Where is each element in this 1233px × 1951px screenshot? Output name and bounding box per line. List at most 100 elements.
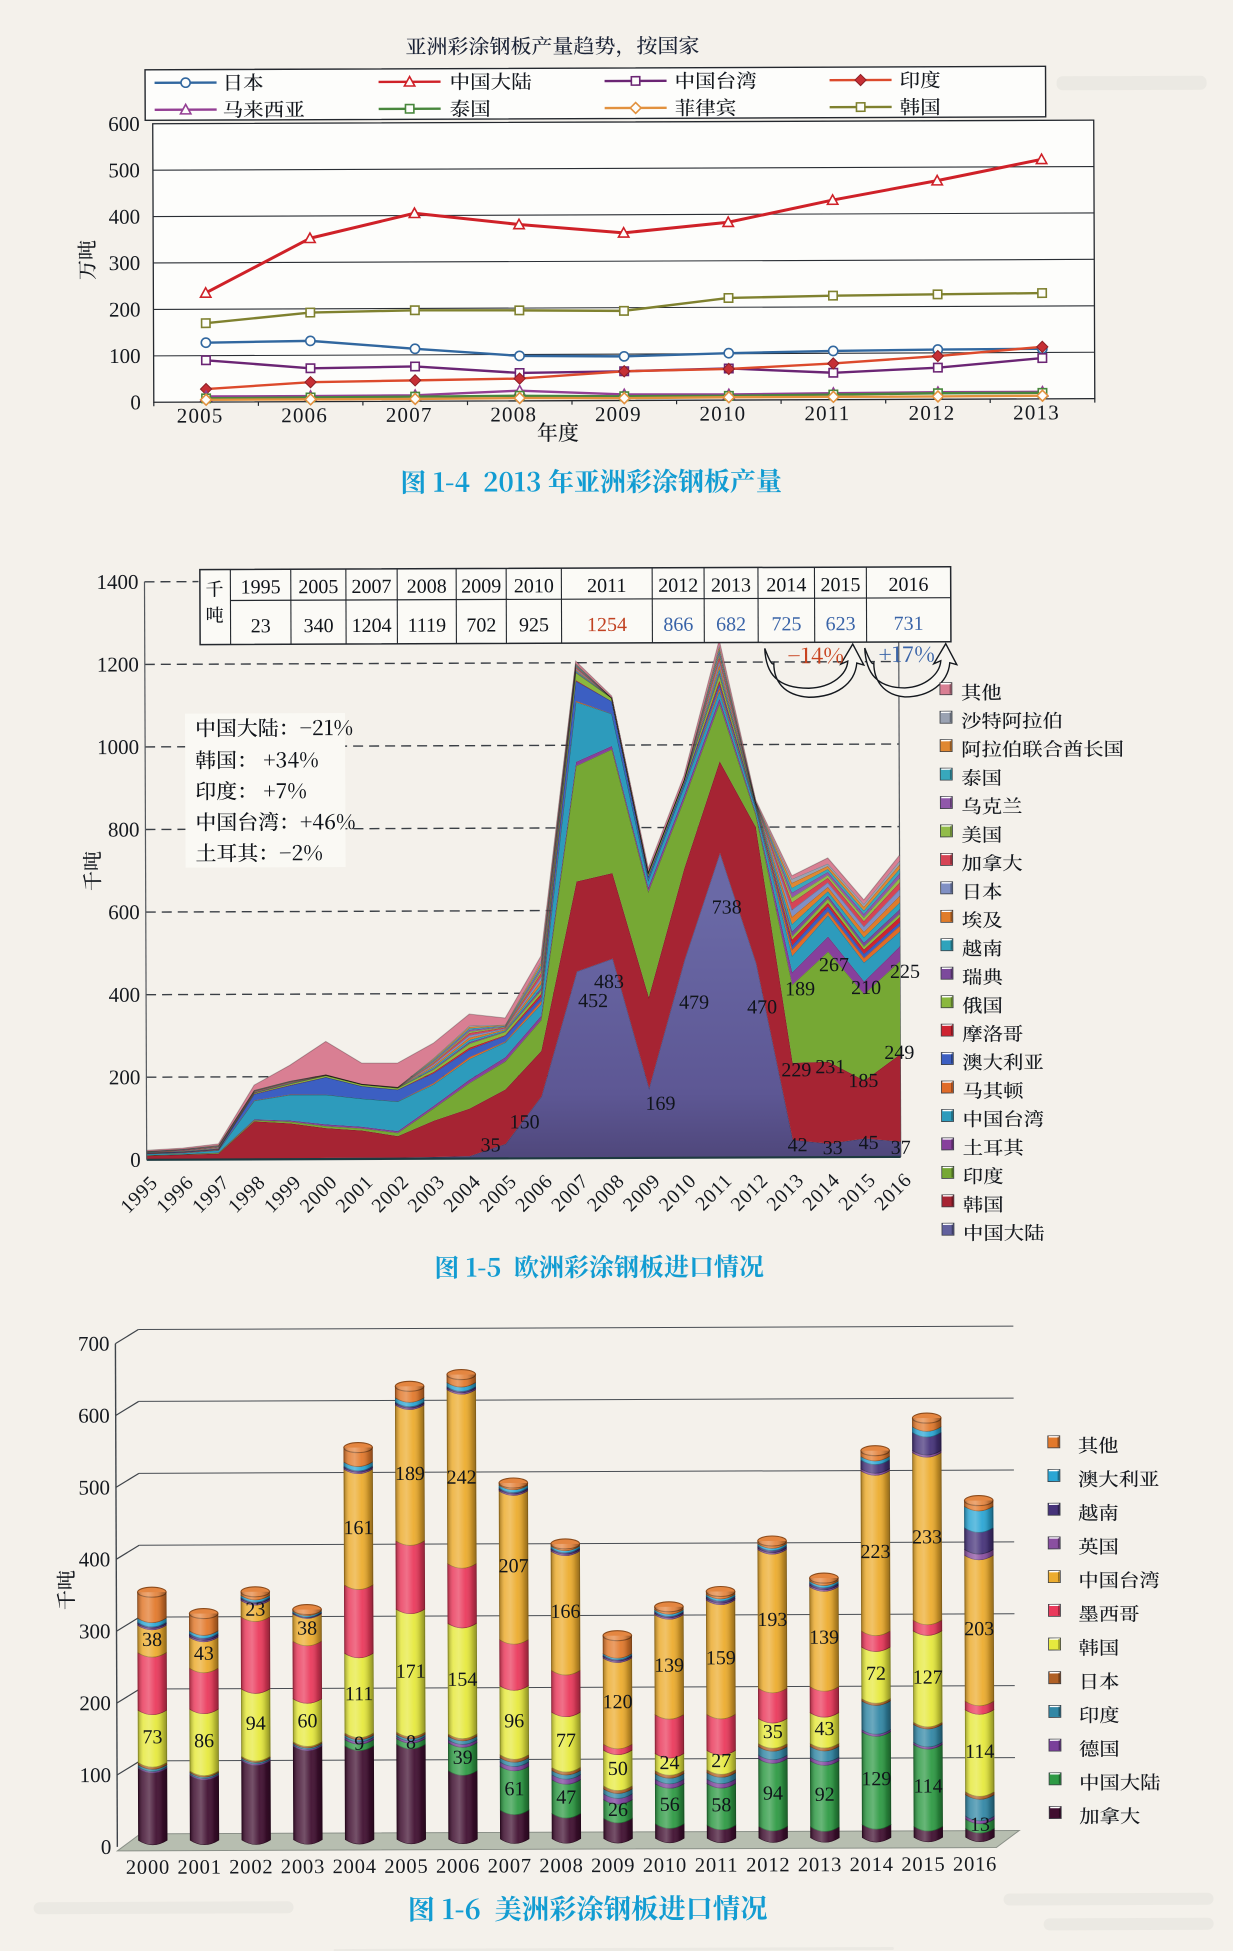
svg-text:2005: 2005 [298, 576, 338, 598]
svg-text:169: 169 [645, 1093, 675, 1115]
svg-text:300: 300 [79, 1619, 111, 1643]
svg-text:731: 731 [894, 613, 924, 635]
svg-text:50: 50 [608, 1758, 628, 1780]
svg-text:72: 72 [866, 1663, 886, 1685]
svg-text:33: 33 [823, 1137, 843, 1159]
svg-text:47: 47 [556, 1787, 576, 1809]
svg-text:1995: 1995 [116, 1172, 162, 1218]
svg-text:925: 925 [519, 614, 549, 636]
svg-text:800: 800 [108, 818, 140, 842]
svg-text:0: 0 [101, 1835, 112, 1859]
svg-text:2013: 2013 [1013, 400, 1060, 424]
svg-text:2013: 2013 [798, 1854, 842, 1876]
svg-text:2005: 2005 [384, 1856, 428, 1878]
svg-text:2011: 2011 [695, 1855, 739, 1877]
svg-text:150: 150 [510, 1111, 540, 1133]
svg-text:1000: 1000 [97, 735, 139, 759]
svg-text:2009: 2009 [461, 575, 501, 597]
svg-text:866: 866 [663, 614, 693, 636]
svg-text:9: 9 [354, 1733, 364, 1755]
svg-text:700: 700 [78, 1332, 110, 1356]
svg-text:2010: 2010 [643, 1855, 687, 1877]
svg-text:400: 400 [109, 983, 141, 1007]
svg-text:100: 100 [80, 1763, 112, 1787]
svg-text:77: 77 [556, 1730, 576, 1752]
svg-text:2009: 2009 [595, 402, 642, 426]
svg-text:127: 127 [913, 1667, 943, 1689]
svg-text:43: 43 [814, 1718, 834, 1740]
svg-text:35: 35 [763, 1721, 783, 1743]
svg-text:58: 58 [711, 1794, 731, 1816]
svg-text:2001: 2001 [177, 1857, 221, 1879]
svg-text:1400: 1400 [96, 570, 138, 594]
svg-text:2010: 2010 [699, 401, 746, 425]
svg-text:400: 400 [109, 205, 141, 229]
svg-text:267: 267 [819, 954, 849, 976]
svg-text:60: 60 [297, 1710, 317, 1732]
svg-text:35: 35 [481, 1134, 501, 1156]
svg-text:225: 225 [890, 961, 920, 983]
svg-text:56: 56 [660, 1794, 680, 1816]
svg-text:38: 38 [297, 1618, 317, 1640]
svg-text:2003: 2003 [281, 1856, 325, 1878]
svg-text:2012: 2012 [727, 1169, 773, 1215]
svg-text:2009: 2009 [619, 1170, 665, 1216]
svg-text:2008: 2008 [407, 576, 447, 598]
svg-text:229: 229 [781, 1059, 811, 1081]
svg-text:38: 38 [142, 1629, 162, 1651]
svg-text:2007: 2007 [351, 576, 391, 598]
svg-text:702: 702 [466, 614, 496, 636]
svg-text:1995: 1995 [241, 576, 281, 598]
svg-text:129: 129 [861, 1768, 891, 1790]
svg-text:2006: 2006 [281, 403, 328, 427]
svg-text:139: 139 [809, 1627, 839, 1649]
svg-text:2002: 2002 [229, 1856, 273, 1878]
svg-text:203: 203 [964, 1618, 994, 1640]
svg-text:500: 500 [78, 1475, 110, 1499]
svg-text:1204: 1204 [352, 615, 392, 637]
svg-text:23: 23 [251, 615, 271, 637]
svg-text:623: 623 [826, 613, 856, 635]
svg-text:1998: 1998 [224, 1171, 270, 1217]
svg-text:2007: 2007 [488, 1855, 532, 1877]
svg-text:154: 154 [447, 1669, 477, 1691]
svg-text:200: 200 [109, 1065, 141, 1089]
svg-text:2001: 2001 [332, 1171, 378, 1217]
svg-text:2006: 2006 [511, 1170, 557, 1216]
svg-text:725: 725 [771, 613, 801, 635]
svg-text:2007: 2007 [547, 1170, 593, 1216]
svg-text:2005: 2005 [177, 404, 224, 428]
svg-text:24: 24 [659, 1752, 679, 1774]
svg-text:27: 27 [711, 1750, 731, 1772]
svg-text:2004: 2004 [333, 1856, 377, 1878]
svg-text:0: 0 [130, 390, 141, 414]
svg-text:2002: 2002 [368, 1171, 414, 1217]
svg-text:2009: 2009 [591, 1855, 635, 1877]
svg-text:2015: 2015 [834, 1169, 880, 1215]
svg-text:231: 231 [815, 1056, 845, 1078]
svg-text:120: 120 [603, 1691, 633, 1713]
svg-text:249: 249 [884, 1042, 914, 1064]
svg-text:189: 189 [395, 1463, 425, 1485]
svg-text:483: 483 [594, 971, 624, 993]
svg-text:600: 600 [108, 112, 140, 136]
svg-text:300: 300 [109, 251, 141, 275]
svg-text:600: 600 [108, 900, 140, 924]
svg-text:2000: 2000 [126, 1857, 170, 1879]
svg-text:2016: 2016 [953, 1854, 997, 1876]
svg-text:2013: 2013 [711, 574, 751, 596]
svg-text:1119: 1119 [408, 615, 447, 637]
svg-text:2015: 2015 [901, 1854, 945, 1876]
svg-text:2006: 2006 [436, 1856, 480, 1878]
svg-text:682: 682 [716, 613, 746, 635]
svg-text:94: 94 [763, 1783, 783, 1805]
svg-text:2010: 2010 [514, 575, 554, 597]
svg-text:166: 166 [551, 1601, 581, 1623]
svg-text:233: 233 [912, 1526, 942, 1548]
svg-text:340: 340 [304, 615, 334, 637]
svg-text:26: 26 [608, 1799, 628, 1821]
svg-text:2016: 2016 [870, 1169, 916, 1215]
svg-text:738: 738 [712, 897, 742, 919]
svg-text:2012: 2012 [658, 575, 698, 597]
svg-text:2004: 2004 [439, 1171, 485, 1217]
